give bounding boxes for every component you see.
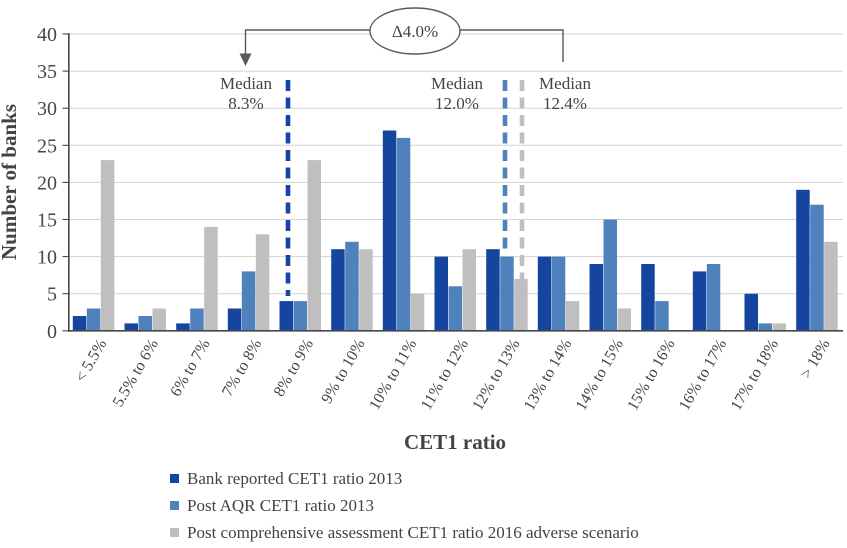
legend-swatch-icon (170, 501, 179, 510)
x-tick-label: 7% to 8% (219, 337, 265, 400)
x-tick-label: 15% to 16% (624, 337, 678, 414)
x-tick-label: 8% to 9% (271, 337, 317, 400)
y-axis: 0 5 10 15 20 25 30 35 40 (37, 24, 70, 343)
legend-label: Post comprehensive assessment CET1 ratio… (187, 522, 639, 542)
bar-series0-cat10 (589, 264, 603, 331)
bar-series0-cat11 (641, 264, 655, 331)
legend-swatch-icon (170, 528, 179, 537)
y-axis-title: Number of banks (0, 104, 21, 260)
bar-series2-cat14 (824, 241, 838, 331)
bar-series0-cat4 (279, 301, 293, 331)
x-tick-label: 9% to 10% (318, 337, 368, 407)
bar-series1-cat3 (241, 271, 256, 331)
delta-ellipse (369, 7, 461, 55)
legend: Bank reported CET1 ratio 2013 Post AQR C… (170, 465, 639, 546)
bar-chart-plot: 0 5 10 15 20 25 30 35 40 < 5.5% 5.5% to 6% 6% to 7… (0, 7, 843, 454)
delta-label: Δ4.0% (392, 22, 438, 41)
x-tick-label: 17% to 18% (728, 337, 782, 414)
x-tick-label: 5.5% to 6% (110, 337, 162, 411)
bar-series1-cat7 (448, 286, 462, 331)
x-tick-label: 10% to 11% (366, 337, 420, 413)
bar-series1-cat9 (551, 256, 566, 331)
legend-item-bank-reported: Bank reported CET1 ratio 2013 (170, 465, 639, 492)
x-tick-label: 12% to 13% (469, 337, 523, 414)
x-tick-label: 14% to 15% (573, 337, 627, 414)
bar-series0-cat5 (331, 249, 345, 331)
bar-series1-cat1 (138, 316, 152, 331)
x-tick-label: 6% to 7% (167, 337, 213, 400)
y-tick-label: 25 (37, 135, 57, 157)
bar-series0-cat3 (227, 308, 242, 331)
bar-series0-cat13 (744, 293, 758, 331)
y-tick-label: 20 (37, 172, 57, 194)
x-tick-label: > 18% (798, 337, 834, 382)
x-tick-label: 11% to 12% (418, 337, 472, 413)
legend-item-post-comprehensive: Post comprehensive assessment CET1 ratio… (170, 519, 639, 546)
bar-series0-cat2 (176, 323, 190, 331)
bar-series2-cat9 (565, 301, 580, 331)
y-tick-label: 5 (47, 284, 57, 306)
legend-swatch-icon (170, 474, 179, 483)
y-tick-label: 40 (37, 24, 57, 46)
bar-series1-cat6 (396, 137, 411, 331)
y-tick-label: 35 (37, 61, 57, 83)
bar-series0-cat7 (434, 256, 448, 331)
bar-series0-cat14 (796, 189, 810, 331)
bar-series2-cat0 (100, 160, 115, 331)
bar-series0-cat8 (486, 249, 500, 331)
delta-bracket-left (244, 29, 370, 55)
bar-series0-cat12 (692, 271, 707, 331)
y-tick-label: 10 (37, 247, 57, 269)
gridlines (68, 33, 843, 295)
bar-series2-cat1 (152, 308, 166, 331)
x-tick-label: 16% to 17% (676, 337, 730, 414)
bar-series2-cat13 (772, 323, 786, 331)
legend-label: Post AQR CET1 ratio 2013 (187, 495, 375, 515)
bar-series1-cat4 (293, 301, 307, 331)
bar-series2-cat3 (255, 234, 270, 331)
bar-series1-cat11 (655, 301, 669, 331)
median-label-1: Median (431, 74, 483, 93)
median-value-0: 8.3% (228, 94, 263, 113)
bar-series1-cat0 (86, 308, 101, 331)
bar-series1-cat8 (500, 256, 514, 331)
x-tick-label: 13% to 14% (521, 337, 575, 414)
bar-series2-cat5 (359, 249, 373, 331)
median-value-1: 12.0% (435, 94, 479, 113)
bars (72, 130, 838, 331)
x-axis-title: CET1 ratio (404, 430, 506, 454)
bar-series2-cat10 (617, 308, 631, 331)
x-axis-labels: < 5.5% 5.5% to 6% 6% to 7% 7% to 8% 8% to 9%… (72, 337, 833, 414)
bar-series1-cat13 (758, 323, 772, 331)
legend-item-post-aqr: Post AQR CET1 ratio 2013 (170, 492, 639, 519)
bar-series0-cat9 (537, 256, 552, 331)
bar-series1-cat5 (345, 241, 359, 331)
y-tick-label: 0 (47, 321, 57, 343)
bar-series2-cat2 (204, 226, 218, 331)
delta-arrowhead-icon (239, 53, 252, 66)
legend-label: Bank reported CET1 ratio 2013 (187, 468, 403, 488)
bar-series0-cat1 (124, 323, 138, 331)
x-tick-label: < 5.5% (72, 337, 110, 386)
delta-bracket-right (460, 29, 564, 62)
median-label-0: Median (220, 74, 272, 93)
bar-series1-cat14 (810, 204, 824, 331)
bar-series1-cat2 (190, 308, 204, 331)
median-value-2: 12.4% (543, 94, 587, 113)
bar-series0-cat6 (382, 130, 397, 331)
bar-series1-cat10 (603, 219, 617, 331)
bar-series0-cat0 (72, 316, 87, 331)
bar-series2-cat6 (410, 293, 425, 331)
bar-series2-cat7 (462, 249, 476, 331)
y-tick-label: 30 (37, 98, 57, 120)
bar-series2-cat8 (514, 278, 528, 331)
bar-series2-cat4 (307, 160, 321, 331)
delta-annotation: Δ4.0% (239, 7, 564, 66)
median-label-2: Median (539, 74, 591, 93)
bar-series1-cat12 (706, 264, 721, 331)
y-tick-label: 15 (37, 210, 57, 232)
